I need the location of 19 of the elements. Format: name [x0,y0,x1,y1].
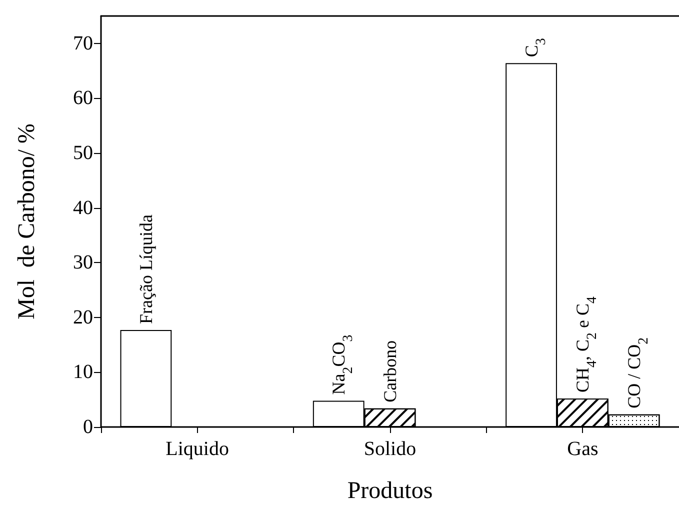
y-tick-label: 0 [83,416,93,438]
y-tick-label: 50 [73,142,93,164]
annotation: CH4, C2 e C4 [572,296,600,393]
x-tick-label: Liquido [166,438,230,460]
y-tick-label: 20 [73,306,93,328]
y-tick-label: 10 [73,361,93,384]
annotation: Fração Líquida [136,214,156,324]
annotation: C3 [521,38,549,58]
y-tick-label: 30 [73,252,93,274]
y-tick-label: 70 [73,32,93,54]
y-axis-title: Mol de Carbono/ % [14,124,40,320]
y-tick-label: 40 [73,196,93,219]
x-tick-label: Solido [364,438,416,460]
x-axis-title: Produtos [347,478,433,504]
annotation: Na2CO3 [328,334,356,395]
x-tick-label: Gas [567,438,598,460]
annotation: CO / CO2 [624,337,652,408]
y-tick-label: 60 [73,87,93,110]
annotation: Carbono [380,340,400,402]
